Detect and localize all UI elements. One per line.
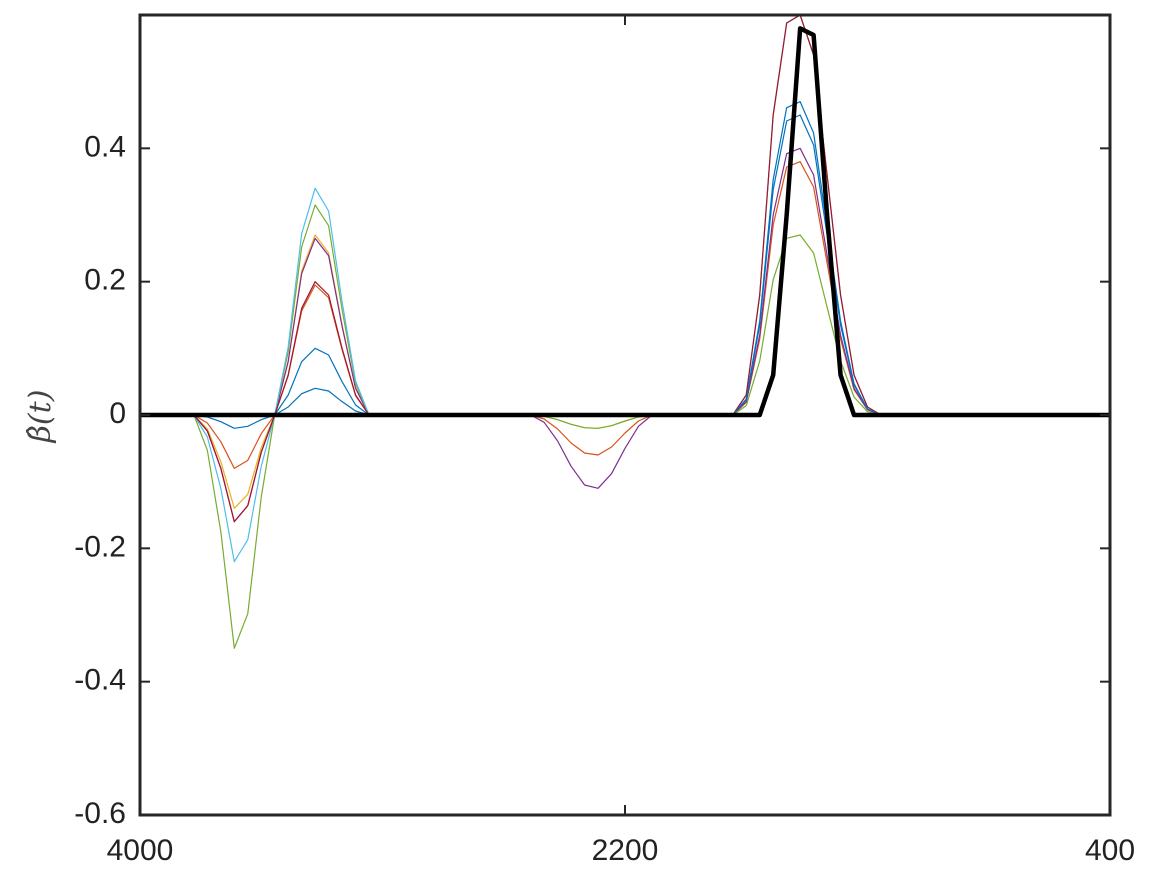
y-tick-label: -0.2 [74,530,126,563]
x-tick-label: 400 [1085,834,1135,867]
y-axis-label: β̂(t) [23,390,58,444]
y-tick-label: -0.4 [74,664,126,697]
x-tick-label: 4000 [107,834,174,867]
plot-frame [138,13,1112,817]
x-tick-label: 2200 [592,834,659,867]
plot-area [140,15,1110,649]
y-tick-label: 0.4 [84,130,126,163]
y-tick-label: 0.2 [84,264,126,297]
y-tick-label: 0 [109,397,126,430]
y-tick-label: -0.6 [74,797,126,830]
series-line [140,26,1110,418]
